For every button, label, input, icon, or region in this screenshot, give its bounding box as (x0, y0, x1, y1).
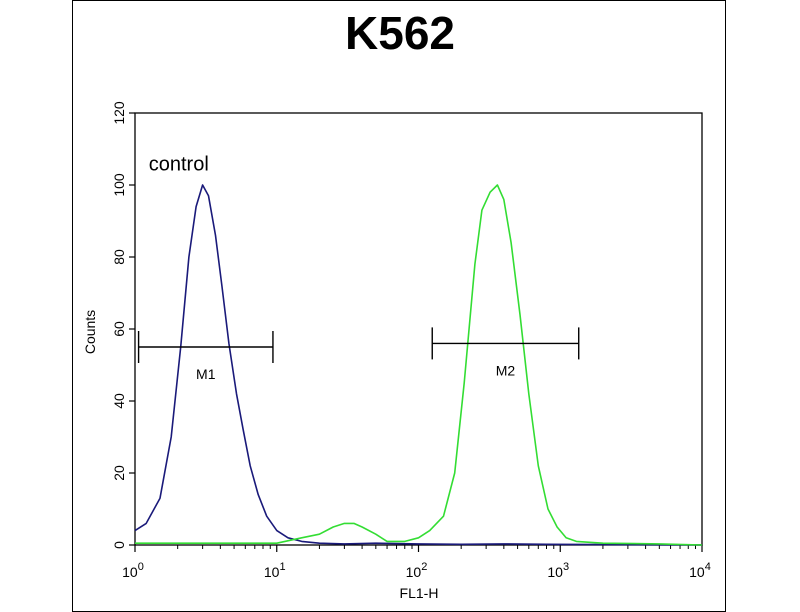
x-tick-label: 100 (122, 561, 144, 580)
sample-histogram-line (135, 184, 703, 546)
x-tick-label: 104 (689, 561, 711, 580)
x-tick-label: 102 (406, 561, 428, 580)
x-axis: 100 101 102 103 104 (122, 545, 711, 580)
annotations: control (149, 154, 209, 176)
y-tick-label: 20 (111, 465, 127, 481)
x-tick-label: 101 (264, 561, 286, 580)
gate-label: M2 (496, 362, 516, 378)
y-tick-label: 60 (111, 321, 127, 337)
gate-markers: M1 M2 (137, 327, 580, 382)
y-tick-label: 100 (111, 173, 127, 197)
y-tick-label: 80 (111, 249, 127, 265)
plot-area (134, 112, 703, 546)
y-tick-label: 0 (111, 541, 127, 549)
y-axis-label: Counts (82, 310, 98, 354)
plot-frame (72, 0, 726, 612)
x-tick-label: 103 (547, 561, 569, 580)
chart-title: K562 (345, 7, 455, 59)
x-axis-label: FL1-H (400, 585, 439, 600)
annotation-label: control (149, 154, 209, 176)
y-tick-label: 40 (111, 393, 127, 409)
y-tick-label: 120 (111, 101, 127, 125)
series-lines (134, 184, 703, 546)
gate-label: M1 (196, 366, 216, 382)
control-histogram-line (134, 184, 703, 546)
y-axis: 0 20 40 60 80 100 120 (111, 101, 135, 549)
